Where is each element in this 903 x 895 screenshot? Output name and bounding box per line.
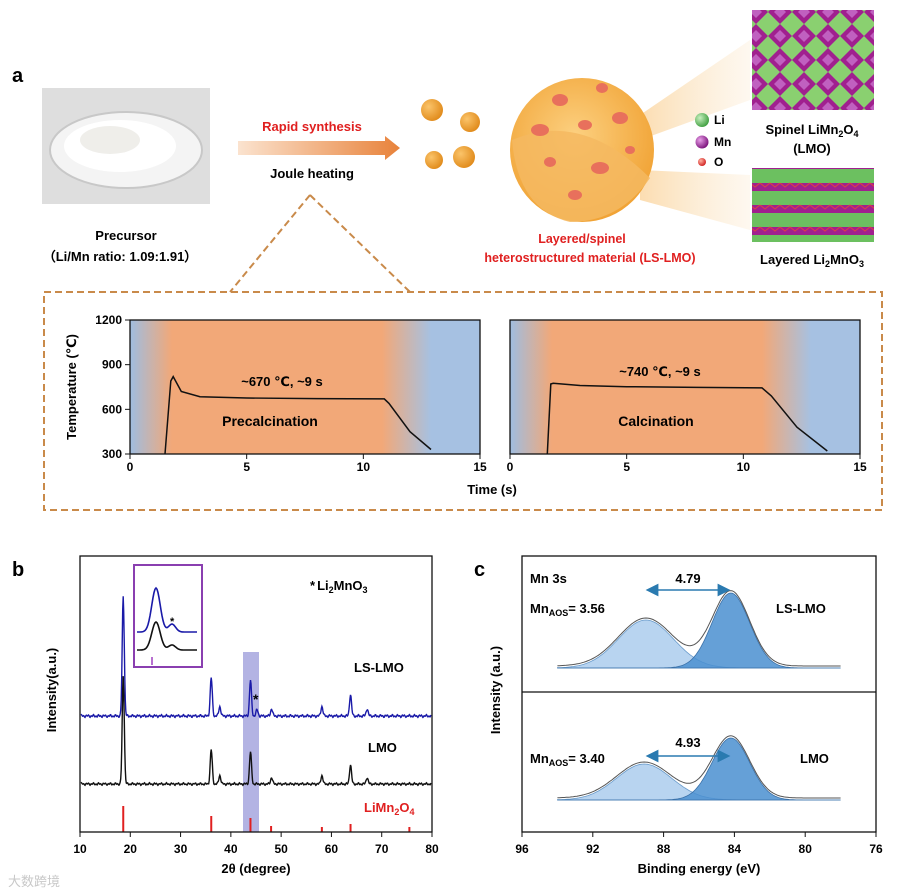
x-tick-label: 88 [657,842,671,856]
x-tick-label: 10 [737,460,751,474]
x-tick-label: 10 [357,460,371,474]
xps-split-bottom: 4.93 [675,735,700,750]
ls-lmo-sphere [510,78,654,222]
y-tick-label: 900 [102,358,122,372]
temperature-ylabel: Temperature (℃) [64,334,79,440]
legend-mn: Mn [714,135,731,149]
layered-label: Layered Li2MnO3 [760,252,864,269]
precursor-title: Precursor [95,228,156,243]
callout-box [43,291,883,511]
li-atom-icon [695,113,709,127]
x-tick-label: 96 [515,842,529,856]
x-tick-label: 76 [869,842,883,856]
layered-structure [752,168,874,242]
beam-top [640,40,750,140]
legend-li: Li [714,113,725,127]
xps-ls-lmo-envelope [557,590,841,667]
calcination-annotation: ~740 ℃, ~9 s [619,364,701,379]
calcination-stage-label: Calcination [618,413,693,429]
plot-frame [509,319,861,455]
x-tick-label: 0 [507,460,514,474]
atom-legend: Li Mn O [695,113,731,169]
spinel-abbr: (LMO) [793,141,831,156]
xps-lmo-main-peak [557,737,841,801]
precalcination-stage-label: Precalcination [222,413,318,429]
callout-lines [229,194,411,293]
o-atom-icon [698,158,706,166]
precalcination-annotation: ~670 ℃, ~9 s [241,374,323,389]
xrd-ylabel: Intensity(a.u.) [44,648,59,733]
inset-star-marker: * [170,616,175,628]
xrd-legend-li2mno3: * Li2MnO3 [310,578,368,595]
panel-a-label: a [12,65,24,87]
particles [421,99,480,169]
x-tick-label: 40 [224,842,238,856]
x-tick-label: 80 [799,842,813,856]
synthesis-arrow [238,136,400,160]
watermark: 大数跨境 [8,874,60,889]
xrd-chart: 10 20 30 40 50 60 70 80 [73,596,439,856]
y-tick-label: 300 [102,447,122,461]
mn-atom-icon [695,135,709,149]
xrd-label-limn2o4: LiMn2O4 [364,800,414,817]
arrow-top-label: Rapid synthesis [262,119,362,134]
xps-title: Mn 3s [530,571,567,586]
xps-ls-lmo-main-peak [557,592,841,669]
product-label-line2: heterostructured material (LS-LMO) [484,251,695,265]
x-tick-label: 30 [174,842,188,856]
xps-ylabel: Intensity (a.u.) [488,646,503,734]
xrd-inset: * [133,564,203,668]
x-tick-label: 10 [73,842,87,856]
xps-name-bottom: LMO [800,751,829,766]
xrd-label-lmo: LMO [368,740,397,755]
x-tick-label: 20 [124,842,138,856]
xps-frame [521,555,877,833]
temperature-chart-precalcination: 0 5 10 15 300 600 900 1200 [95,313,487,474]
xps-chart: 96 92 88 84 80 76 [515,590,883,856]
x-tick-label: 70 [375,842,389,856]
x-tick-label: 50 [274,842,288,856]
x-tick-label: 80 [425,842,439,856]
x-tick-label: 92 [586,842,600,856]
xps-lmo-envelope [557,735,841,799]
xps-aos-bottom: MnAOS= 3.40 [530,751,605,768]
panel-c-label: c [474,559,485,581]
xrd-frame [79,555,433,833]
plot-frame [129,319,481,455]
xrd-curve-lmo [80,676,432,787]
temperature-curve [164,375,432,455]
x-tick-label: 15 [473,460,487,474]
product-label-line1: Layered/spinel [538,232,626,246]
x-tick-label: 0 [127,460,134,474]
y-tick-label: 1200 [95,313,122,327]
xps-name-top: LS-LMO [776,601,826,616]
beam-bottom [640,170,750,230]
panel-b-label: b [12,559,24,581]
x-tick-label: 5 [623,460,630,474]
precursor-ratio: （Li/Mn ratio: 1.09:1.91） [43,249,198,264]
xrd-label-ls-lmo: LS-LMO [354,660,404,675]
xps-aos-top: MnAOS= 3.56 [530,601,605,618]
xrd-star-marker: * [253,691,259,707]
xps-split-top: 4.79 [675,571,700,586]
legend-o: O [714,155,723,169]
precalcination-background [130,320,480,454]
xrd-curve-ls-lmo [80,596,432,719]
spinel-label: Spinel LiMn2O4 [765,122,858,139]
xps-xlabel: Binding energy (eV) [638,861,761,876]
arrow-bottom-label: Joule heating [270,166,354,181]
temperature-chart-calcination: 0 5 10 15 [507,319,867,474]
temperature-curve [546,382,828,455]
x-tick-label: 60 [325,842,339,856]
time-xlabel: Time (s) [467,482,517,497]
x-tick-label: 5 [243,460,250,474]
precursor-photo [42,88,210,204]
x-tick-label: 15 [853,460,867,474]
xrd-highlight-band [243,652,259,832]
xrd-xlabel: 2θ (degree) [221,861,290,876]
x-tick-label: 84 [728,842,742,856]
y-tick-label: 600 [102,402,122,416]
spinel-structure [752,10,874,110]
